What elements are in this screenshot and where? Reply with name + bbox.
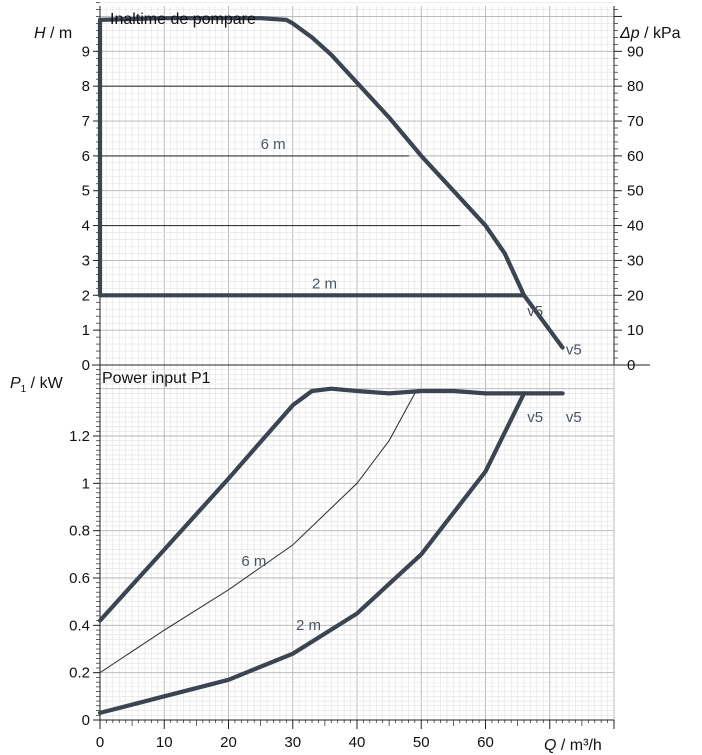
power-series-v5 [97,386,565,623]
pressure-ytick-label: 60 [627,148,644,165]
power-axis-symbol: P [10,375,21,392]
flow-xtick-label: 50 [413,734,430,751]
head-curve-label: v5 [566,342,582,359]
power-ytick-label: 0.2 [69,665,90,682]
pressure-ytick-label: 80 [627,78,644,95]
flow-xtick-label: 60 [477,734,494,751]
head-ytick-label: 7 [82,113,90,130]
power-curve-label: v5 [527,409,543,426]
pressure-ytick-label: 30 [627,252,644,269]
flow-xtick-label: 40 [349,734,366,751]
flow-axis-label: Q / m³/h [544,737,602,754]
power-panel-title: Power input P1 [102,370,211,387]
head-ytick-label: 9 [82,43,90,60]
pressure-ytick-label: 70 [627,113,644,130]
head-curve-label: 2 m [312,275,337,292]
flow-axis-unit: / m³/h [556,737,601,754]
power-ytick-label: 0.8 [69,523,90,540]
pressure-ytick-label: 10 [627,322,644,339]
power-curve-label: 6 m [241,553,266,570]
power-series-6m [99,392,416,674]
head-ytick-label: 8 [82,78,90,95]
pressure-ytick-label: 20 [627,287,644,304]
pressure-ytick-label: 0 [627,357,635,374]
head-ytick-label: 5 [82,183,90,200]
power-ytick-label: 1 [82,475,90,492]
pressure-ytick-label: 40 [627,218,644,235]
pressure-axis-label: Δp / kPa [619,25,681,42]
flow-xtick-label: 0 [96,734,104,751]
labels-layer: Inaltime de pompare Power input P1 H / m… [10,11,681,754]
head-ytick-label: 2 [82,287,90,304]
flow-xtick-label: 10 [156,734,173,751]
pressure-ytick-label: 50 [627,183,644,200]
head-ytick-label: 0 [82,357,90,374]
head-ytick-label: 4 [82,218,90,235]
flow-xtick-label: 30 [284,734,301,751]
power-curve-label: v5 [566,409,582,426]
head-axis-symbol: H [34,25,46,42]
power-axis-unit: / kW [26,375,63,392]
head-curve-label: 6 m [261,136,286,153]
power-curve-label: 2 m [296,617,321,634]
head-axis-unit: / m [46,25,73,42]
head-panel-title: Inaltime de pompare [110,11,256,28]
axes-layer [92,2,650,729]
power-ytick-label: 0 [82,712,90,729]
pressure-axis-symbol: Δp [619,25,640,42]
power-series-2m [97,391,527,715]
power-axis-label: P1 / kW [10,375,64,395]
series-layer [97,16,565,715]
flow-xtick-label: 20 [220,734,237,751]
head-ytick-label: 1 [82,322,90,339]
power-ytick-label: 0.4 [69,617,90,634]
pressure-ytick-label: 90 [627,43,644,60]
pressure-axis-unit: / kPa [640,25,681,42]
grid-layer [99,2,615,721]
flow-axis-symbol: Q [544,737,556,754]
head-curve-label: v5 [527,303,543,320]
power-ytick-label: 0.6 [69,570,90,587]
head-ytick-label: 6 [82,148,90,165]
head-series-v5 [97,16,565,350]
head-axis-label: H / m [34,25,72,42]
power-ytick-label: 1.2 [69,428,90,445]
power-axis-subscript: 1 [21,384,27,395]
head-ytick-label: 3 [82,252,90,269]
